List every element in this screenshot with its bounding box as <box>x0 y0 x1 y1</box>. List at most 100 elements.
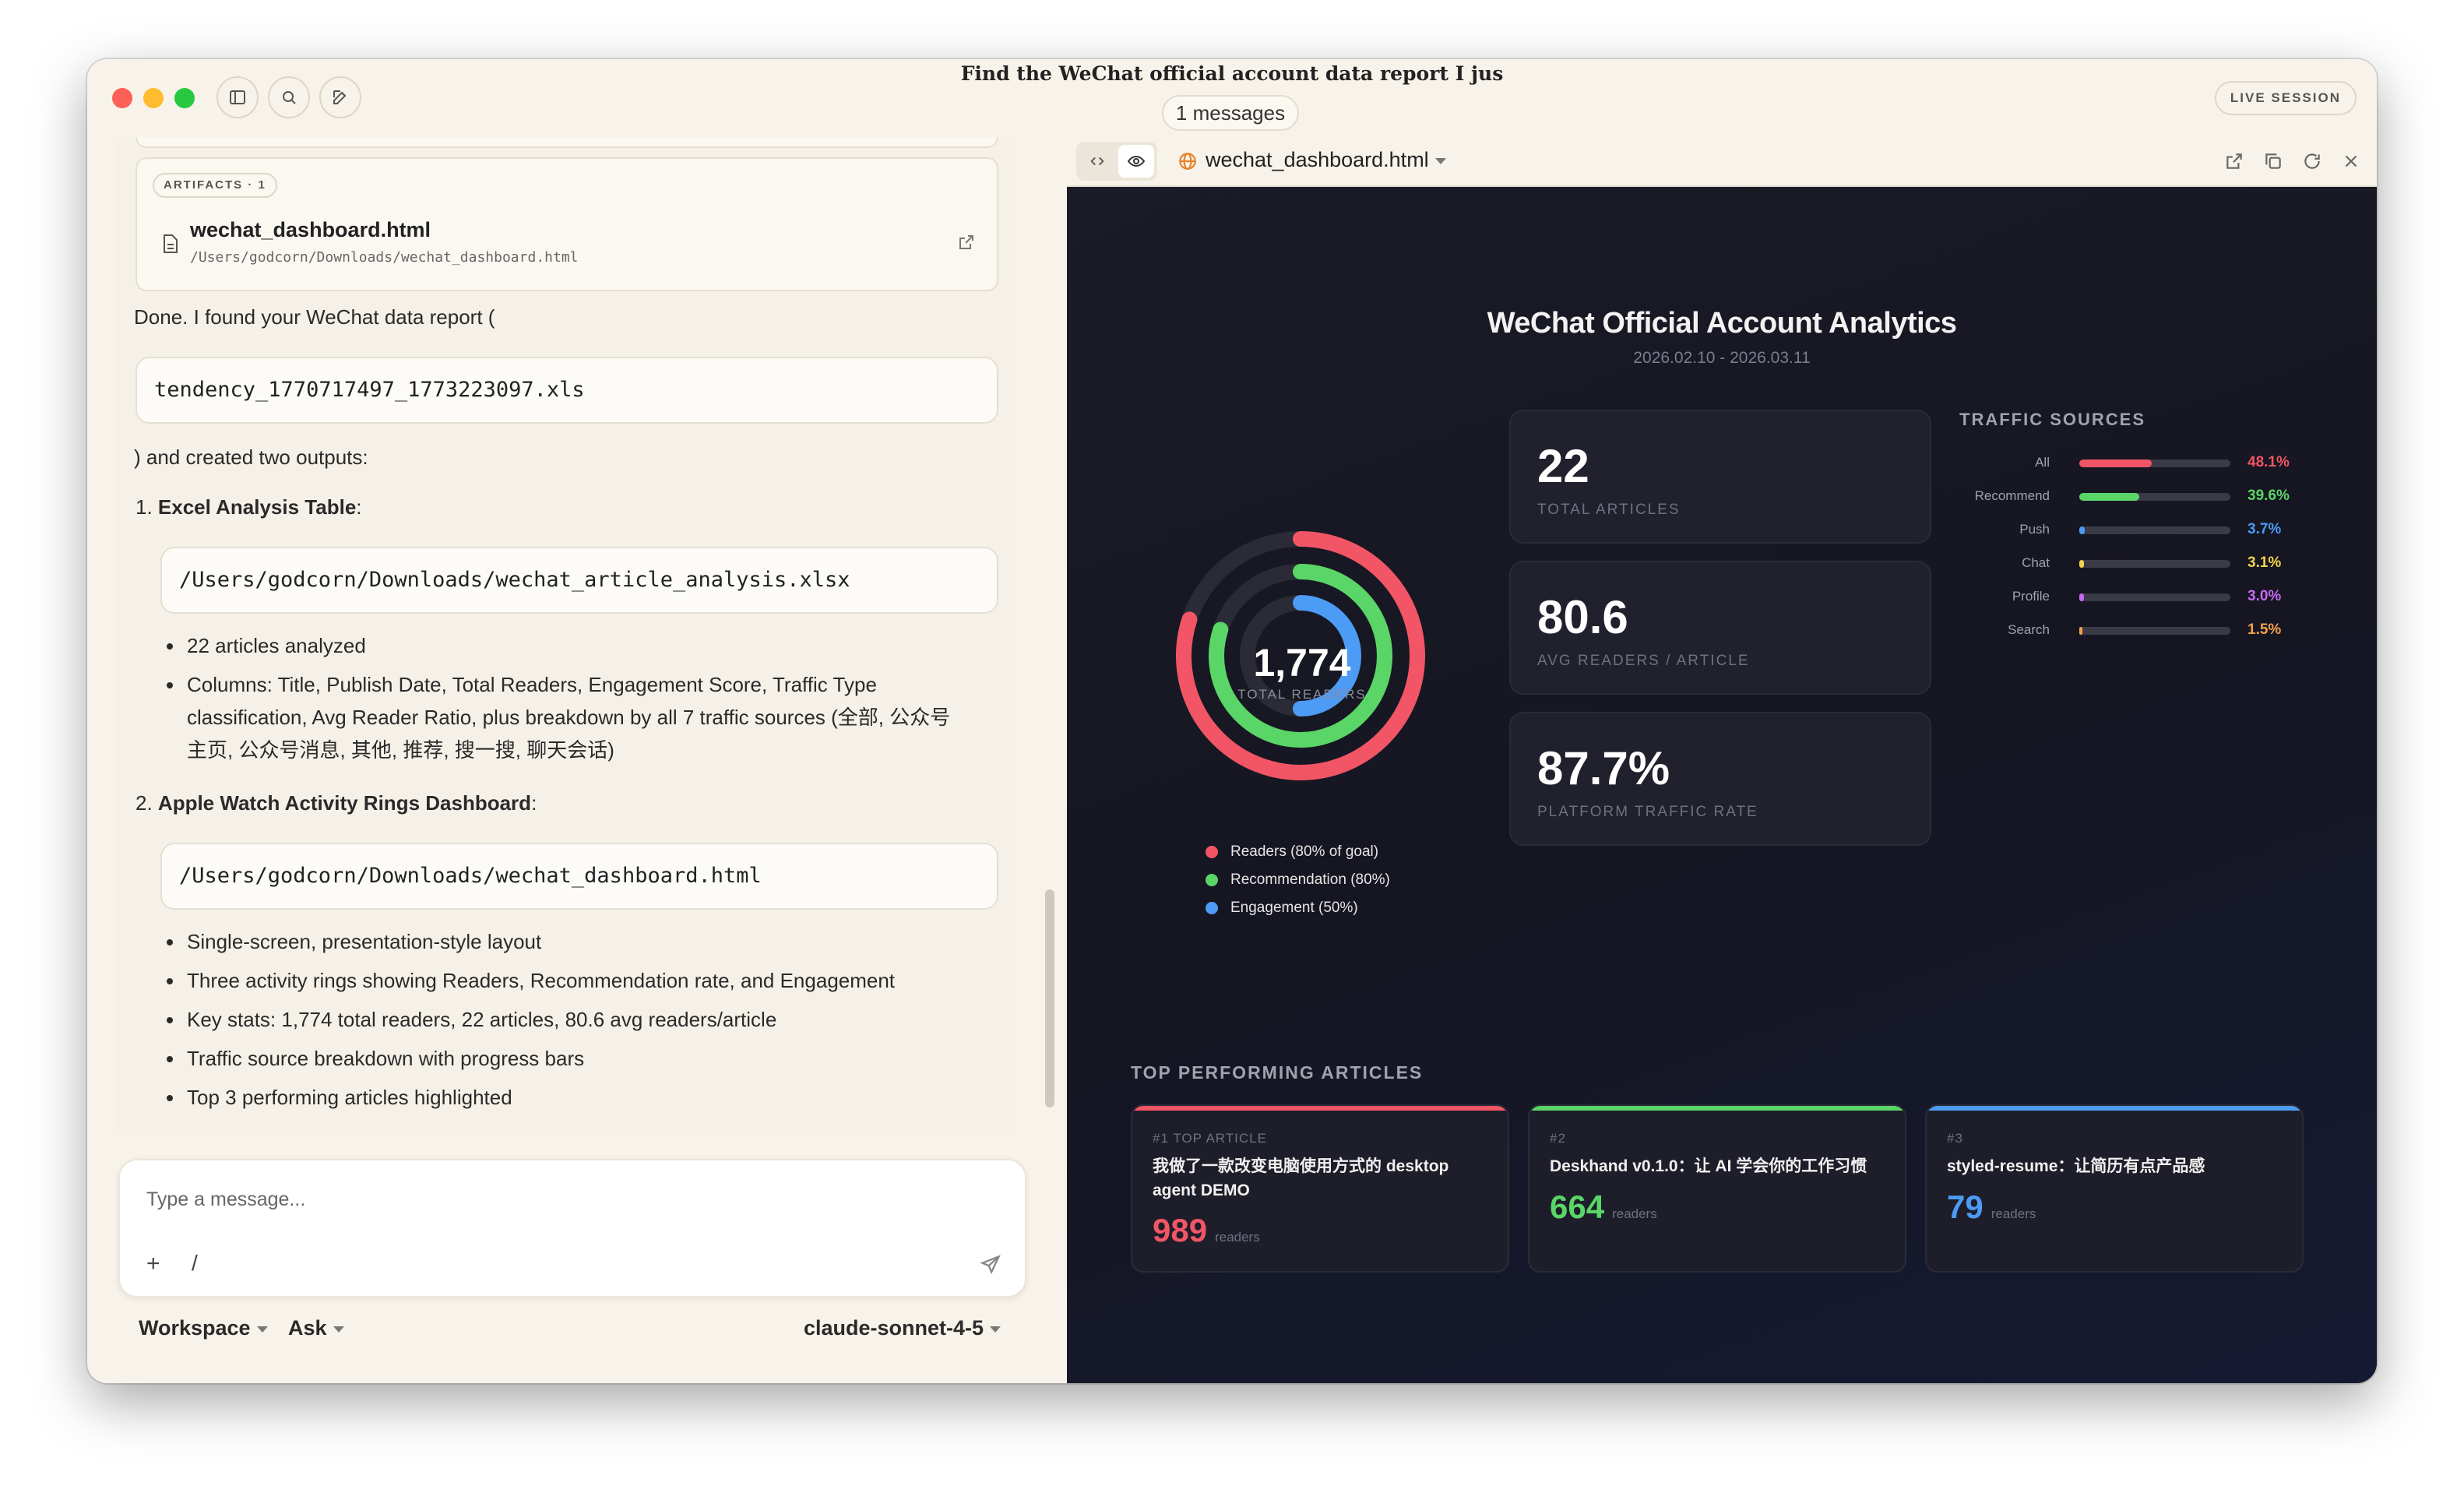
article-card-2: #2 Deskhand v0.1.0：让 AI 学会你的工作习惯 664 read… <box>1528 1104 1906 1273</box>
chat-transcript[interactable]: ARTIFACTS · 1 wechat_dashboard.html /Use… <box>114 137 1017 1136</box>
preview-view-button[interactable] <box>1118 145 1154 178</box>
close-window-button[interactable] <box>112 88 132 108</box>
list-item: Key stats: 1,774 total readers, 22 artic… <box>166 1003 776 1036</box>
legend-label: Engagement (50%) <box>1230 900 1358 916</box>
article-accent-bar <box>1132 1106 1508 1111</box>
item1-heading: 1. Excel Analysis Table: <box>136 495 362 519</box>
zoom-window-button[interactable] <box>174 88 195 108</box>
chevron-down-icon <box>1434 157 1446 164</box>
traffic-label: Push <box>2019 522 2050 537</box>
code-icon <box>1090 157 1104 166</box>
item2-colon: : <box>531 791 537 815</box>
attach-button[interactable]: + <box>146 1251 160 1276</box>
refresh-icon[interactable] <box>2302 151 2322 171</box>
app-window: Find the WeChat official account data re… <box>87 59 2377 1383</box>
article-card-1: #1 TOP ARTICLE 我做了一款改变电脑使用方式的 desktop ag… <box>1131 1104 1509 1273</box>
article-title: styled-resume：让简历有点产品感 <box>1947 1157 2205 1175</box>
article-accent-bar <box>1529 1106 1905 1111</box>
mode-select[interactable]: Ask <box>288 1316 344 1340</box>
minimize-window-button[interactable] <box>143 88 164 108</box>
messages-count-badge: 1 messages <box>1162 95 1299 131</box>
traffic-progress-bar <box>2079 493 2230 501</box>
traffic-label: Search <box>2008 622 2050 637</box>
ring-readers <box>1176 531 1425 780</box>
stat-value: 80.6 <box>1537 591 1628 643</box>
message-composer[interactable]: Type a message... + / <box>118 1159 1026 1298</box>
traffic-progress-fill <box>2079 526 2086 534</box>
stat-value: 87.7% <box>1537 742 1670 794</box>
article-readers-unit: readers <box>1612 1206 1657 1221</box>
sidebar-toggle-button[interactable] <box>216 76 259 118</box>
commands-button[interactable]: / <box>192 1251 198 1275</box>
chevron-down-icon <box>990 1326 1001 1333</box>
article-title: Deskhand v0.1.0：让 AI 学会你的工作习惯 <box>1550 1157 1867 1175</box>
traffic-row-search: Search 1.5% <box>1959 619 2302 643</box>
code-view-button[interactable] <box>1079 145 1115 178</box>
dashboard: WeChat Official Account Analytics 2026.0… <box>1067 187 2377 1383</box>
traffic-percent: 39.6% <box>2248 488 2290 504</box>
artifact-card[interactable]: ARTIFACTS · 1 wechat_dashboard.html /Use… <box>136 157 998 291</box>
external-link-icon[interactable] <box>958 234 975 251</box>
sidebar-icon <box>230 90 245 104</box>
stat-label: AVG READERS / ARTICLE <box>1537 653 1750 669</box>
legend-item-recommendation: Recommendation (80%) <box>1206 866 1390 894</box>
article-accent-bar <box>1927 1106 2302 1111</box>
copy-icon[interactable] <box>2263 151 2283 171</box>
search-button[interactable] <box>268 76 310 118</box>
traffic-percent: 3.7% <box>2248 521 2282 537</box>
article-rank: #3 <box>1947 1131 1963 1146</box>
chevron-down-icon <box>256 1326 268 1333</box>
close-icon[interactable] <box>2341 151 2361 171</box>
new-chat-button[interactable] <box>319 76 361 118</box>
list-item: Traffic source breakdown with progress b… <box>166 1042 584 1075</box>
legend-dot <box>1206 846 1218 858</box>
traffic-row-chat: Chat 3.1% <box>1959 552 2302 576</box>
top-articles-title: TOP PERFORMING ARTICLES <box>1131 1062 1424 1083</box>
preview-toolbar: wechat_dashboard.html <box>1067 137 2377 187</box>
send-icon[interactable] <box>980 1254 1001 1276</box>
ring-engagement <box>1240 595 1361 717</box>
legend-label: Readers (80% of goal) <box>1230 843 1379 860</box>
article-readers-value: 989 <box>1153 1212 1208 1248</box>
item2-title: Apple Watch Activity Rings Dashboard <box>157 791 532 815</box>
artifact-file-name[interactable]: wechat_dashboard.html <box>190 218 431 241</box>
article-readers-value: 664 <box>1550 1188 1605 1225</box>
traffic-progress-fill <box>2079 493 2139 501</box>
list-item: Top 3 performing articles highlighted <box>167 1081 512 1114</box>
window-title: Find the WeChat official account data re… <box>960 62 1504 85</box>
traffic-progress-fill <box>2079 627 2082 635</box>
excel-path-code: /Users/godcorn/Downloads/wechat_article_… <box>160 547 998 614</box>
list-item: Single-screen, presentation-style layout <box>166 925 541 958</box>
title-bar: Find the WeChat official account data re… <box>87 59 2377 137</box>
traffic-row-all: All 48.1% <box>1959 452 2302 475</box>
item1-number: 1. <box>136 495 153 519</box>
model-select[interactable]: claude-sonnet-4-5 <box>804 1316 1001 1340</box>
message-input[interactable]: Type a message... <box>146 1188 306 1210</box>
open-external-icon[interactable] <box>2224 151 2244 171</box>
traffic-percent: 3.1% <box>2248 555 2282 571</box>
view-toggle <box>1076 142 1157 181</box>
item2-heading: 2. Apple Watch Activity Rings Dashboard: <box>136 791 537 815</box>
chat-scrollbar[interactable] <box>1045 889 1054 1107</box>
legend-dot <box>1206 874 1218 886</box>
workspace-select[interactable]: Workspace <box>139 1316 268 1340</box>
traffic-progress-bar <box>2079 560 2230 568</box>
article-rank: #2 <box>1550 1131 1566 1146</box>
previous-card <box>136 137 998 148</box>
report-file-code: tendency_1770717497_1773223097.xls <box>136 357 998 424</box>
dashboard-path-code: /Users/godcorn/Downloads/wechat_dashboar… <box>160 843 998 910</box>
compose-icon <box>333 90 347 104</box>
article-readers-unit: readers <box>1991 1206 2036 1221</box>
chat-outro-text: ) and created two outputs: <box>134 445 368 469</box>
workspace-label: Workspace <box>139 1316 251 1340</box>
stat-card-total-articles: 22 TOTAL ARTICLES <box>1509 410 1931 544</box>
traffic-label: Chat <box>2022 555 2050 570</box>
article-rank: #1 TOP ARTICLE <box>1153 1131 1267 1146</box>
preview-file-select[interactable]: wechat_dashboard.html <box>1206 148 1446 172</box>
traffic-row-recommend: Recommend 39.6% <box>1959 485 2302 509</box>
traffic-label: Recommend <box>1974 488 2050 503</box>
stat-label: TOTAL ARTICLES <box>1537 502 1681 518</box>
traffic-row-push: Push 3.7% <box>1959 519 2302 542</box>
artifacts-tag: ARTIFACTS · 1 <box>153 173 277 198</box>
article-readers-unit: readers <box>1215 1230 1260 1245</box>
